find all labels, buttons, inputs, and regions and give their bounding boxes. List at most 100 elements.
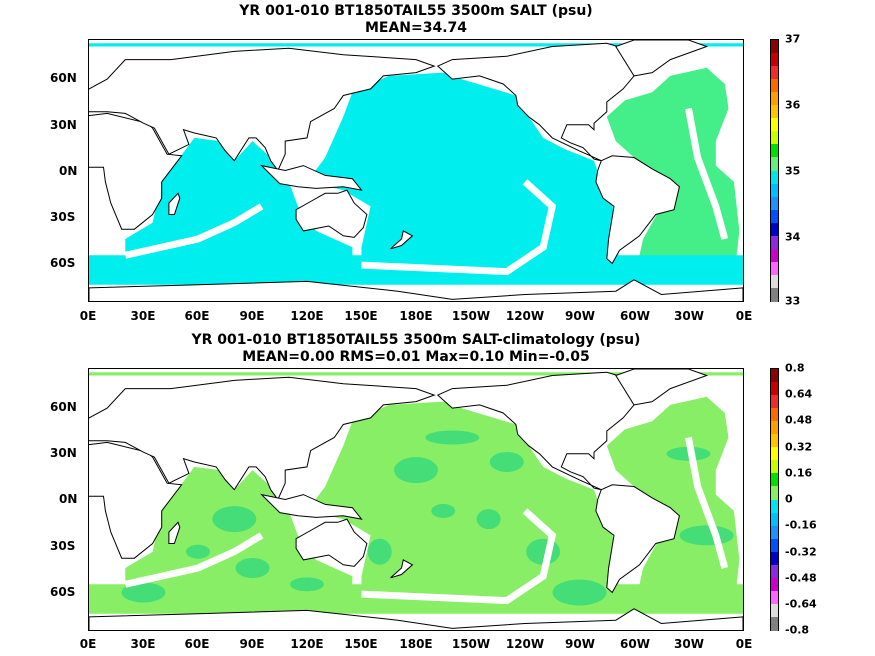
colorbar-segment xyxy=(771,590,778,605)
colorbar-segment xyxy=(771,209,778,224)
bottom-lon-60w: 60W xyxy=(620,637,650,651)
anomaly-patch xyxy=(212,506,257,533)
top-lat-0n: 0N xyxy=(59,164,78,178)
bottom-map-field xyxy=(89,369,743,630)
bottom-map xyxy=(88,368,744,631)
bottom-cb-label-0-32: 0.32 xyxy=(785,440,813,454)
ridge-band xyxy=(361,179,557,276)
top-lon-150e: 150E xyxy=(344,309,378,323)
bottom-lat-60n: 60N xyxy=(50,400,77,414)
ridge-band xyxy=(685,107,729,240)
top-lon-180e: 180E xyxy=(399,309,433,323)
bottom-lon-120e: 120E xyxy=(290,637,324,651)
anomaly-patch xyxy=(235,558,270,579)
ocean-pacific xyxy=(307,72,634,285)
bottom-lon-0e-end: 0E xyxy=(735,637,753,651)
bottom-colorbar xyxy=(770,368,779,631)
top-title-line1: YR 001-010 BT1850TAIL55 3500m SALT (psu) xyxy=(239,3,593,19)
land-greenland xyxy=(615,40,709,77)
colorbar-segment xyxy=(771,196,778,211)
top-lon-60e: 60E xyxy=(184,309,210,323)
bottom-cb-label-neg-0-32: -0.32 xyxy=(785,545,817,559)
colorbar-segment xyxy=(771,525,778,540)
anomaly-patch xyxy=(367,538,392,565)
land-indonesia xyxy=(260,164,363,191)
ridge-band xyxy=(124,532,264,588)
bottom-title-line1: YR 001-010 BT1850TAIL55 3500m SALT-clima… xyxy=(191,332,641,348)
colorbar-segment xyxy=(771,382,778,396)
anomaly-patch xyxy=(186,544,210,559)
top-cb-label-37: 37 xyxy=(785,32,801,46)
bottom-cb-label-neg-0-48: -0.48 xyxy=(785,571,817,585)
colorbar-segment xyxy=(771,235,778,250)
colorbar-segment xyxy=(771,118,778,132)
bottom-title-line2: MEAN=0.00 RMS=0.01 Max=0.10 Min=-0.05 xyxy=(242,349,590,365)
colorbar-segment xyxy=(771,603,778,618)
anomaly-patch xyxy=(431,503,456,518)
land-madagascar xyxy=(168,192,181,215)
top-lon-60w: 60W xyxy=(620,309,650,323)
colorbar-segment xyxy=(771,460,778,474)
bottom-cb-label-0-64: 0.64 xyxy=(785,387,813,401)
top-colorbar xyxy=(770,39,779,302)
ocean-indian xyxy=(125,137,353,285)
bottom-lon-90e: 90E xyxy=(239,637,265,651)
colorbar-segment xyxy=(771,183,778,198)
land-samerica xyxy=(595,484,680,594)
top-cb-label-34: 34 xyxy=(785,230,801,244)
anomaly-patch xyxy=(552,579,607,606)
bottom-lon-180e: 180E xyxy=(399,637,433,651)
colorbar-segment xyxy=(771,512,778,527)
bottom-cb-label-0-16: 0.16 xyxy=(785,466,813,480)
colorbar-segment xyxy=(771,157,778,171)
bottom-cb-label-neg-0-64: -0.64 xyxy=(785,597,817,611)
colorbar-segment xyxy=(771,248,778,263)
land-africa xyxy=(89,441,183,559)
colorbar-segment xyxy=(771,287,778,302)
colorbar-segment xyxy=(771,434,778,448)
bottom-cb-label-0-48: 0.48 xyxy=(785,413,813,427)
bottom-cb-label-0-8: 0.8 xyxy=(785,361,805,375)
bottom-lat-30n: 30N xyxy=(50,446,77,460)
land-nz xyxy=(390,230,414,250)
land-madagascar xyxy=(168,521,181,544)
top-lon-120e: 120E xyxy=(290,309,324,323)
bottom-lon-150e: 150E xyxy=(344,637,378,651)
ridge-band xyxy=(361,508,557,605)
anomaly-patch xyxy=(290,577,324,592)
colorbar-segment xyxy=(771,486,778,500)
colorbar-segment xyxy=(771,408,778,422)
colorbar-segment xyxy=(771,274,778,289)
ridge-band xyxy=(124,203,264,259)
colorbar-segment xyxy=(771,369,778,383)
top-lat-30n: 30N xyxy=(50,118,77,132)
colorbar-segment xyxy=(771,564,778,579)
top-lon-0e: 0E xyxy=(79,309,97,323)
land-antarctica xyxy=(89,608,743,630)
colorbar-segment xyxy=(771,616,778,631)
colorbar-segment xyxy=(771,577,778,592)
top-lon-90e: 90E xyxy=(239,309,265,323)
land-eurasia xyxy=(89,47,436,172)
bottom-lon-90w: 90W xyxy=(565,637,595,651)
colorbar-segment xyxy=(771,144,778,158)
colorbar-segment xyxy=(771,395,778,409)
land-africa xyxy=(89,112,183,230)
colorbar-segment xyxy=(771,170,778,185)
colorbar-segment xyxy=(771,551,778,566)
anomaly-patch xyxy=(425,430,480,445)
anomaly-patch xyxy=(121,582,166,603)
bottom-lon-150w: 150W xyxy=(451,637,491,651)
land-samerica xyxy=(595,155,680,265)
bottom-lat-30s: 30S xyxy=(50,539,76,553)
colorbar-segment xyxy=(771,79,778,93)
land-nz xyxy=(390,559,414,579)
top-lon-120w: 120W xyxy=(505,309,545,323)
bottom-lon-120w: 120W xyxy=(505,637,545,651)
colorbar-segment xyxy=(771,499,778,514)
anomaly-patch xyxy=(476,509,501,530)
land-eurasia xyxy=(89,376,436,501)
colorbar-segment xyxy=(771,222,778,237)
top-cb-label-33: 33 xyxy=(785,294,801,308)
anomaly-patch xyxy=(394,457,438,484)
